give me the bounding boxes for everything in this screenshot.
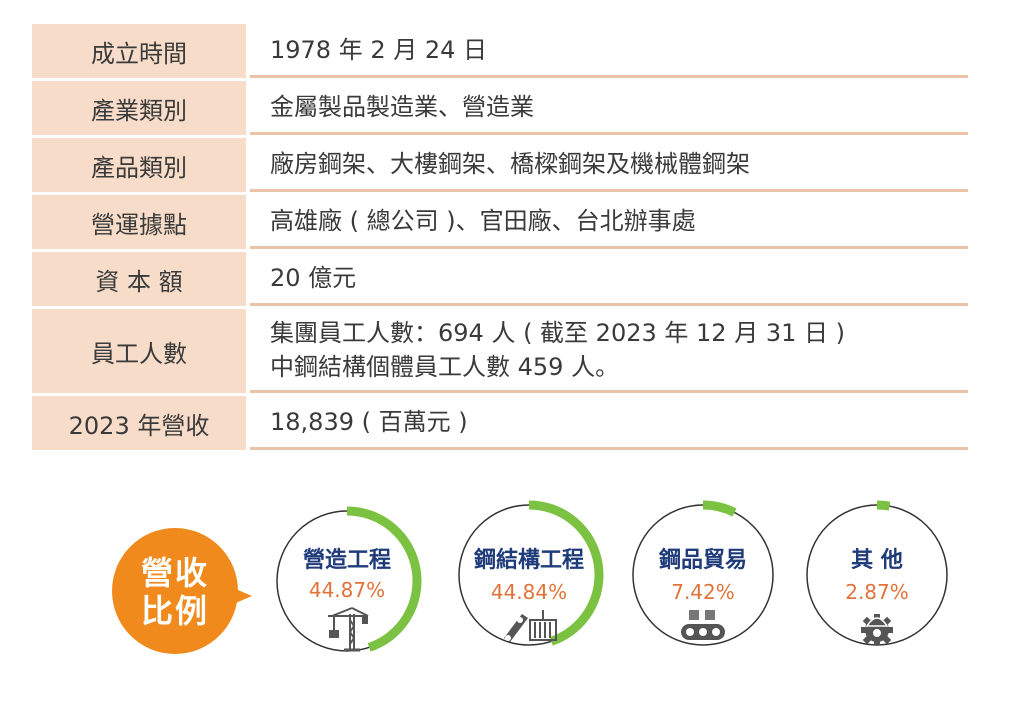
- value-line: 金屬製品製造業、營造業: [270, 92, 534, 121]
- row-label: 員工人數: [32, 309, 246, 393]
- row-label: 資 本 額: [32, 252, 246, 306]
- row-value: 高雄廠 ( 總公司 )、官田廠、台北辦事處: [250, 195, 968, 249]
- segment-percent: 2.87%: [845, 580, 909, 604]
- revenue-ratio-bubble: 營收 比例: [112, 528, 262, 658]
- bubble-circle: [112, 528, 238, 654]
- bubble-label: 營收 比例: [112, 554, 238, 630]
- value-line: 20 億元: [270, 263, 357, 292]
- segment-percent: 7.42%: [671, 580, 735, 604]
- value-line: 18,839 ( 百萬元 ): [270, 407, 468, 436]
- info-row-founded: 成立時間 1978 年 2 月 24 日: [32, 24, 968, 78]
- value-line: 集團員工人數：694 人 ( 截至 2023 年 12 月 31 日 ): [270, 318, 845, 347]
- steel-beam-container-icon: [504, 610, 557, 642]
- row-value: 20 億元: [250, 252, 968, 306]
- value-line: 中鋼結構個體員工人數 459 人。: [270, 352, 620, 381]
- row-label: 產品類別: [32, 138, 246, 192]
- company-info-table: 成立時間 1978 年 2 月 24 日 產業類別 金屬製品製造業、營造業 產品…: [32, 24, 968, 450]
- info-row-industry: 產業類別 金屬製品製造業、營造業: [32, 81, 968, 135]
- bubble-tail: [224, 584, 252, 608]
- row-label: 2023 年營收: [32, 396, 246, 450]
- value-line: 高雄廠 ( 總公司 )、官田廠、台北辦事處: [270, 206, 696, 235]
- row-label: 產業類別: [32, 81, 246, 135]
- ring-chart: [458, 500, 604, 646]
- value-line: 廠房鋼架、大樓鋼架、橋樑鋼架及機械體鋼架: [270, 149, 750, 178]
- conveyor-icon: [681, 610, 725, 640]
- info-row-products: 產品類別 廠房鋼架、大樓鋼架、橋樑鋼架及機械體鋼架: [32, 138, 968, 192]
- ring-share-arc: [346, 506, 422, 652]
- ring-chart: [632, 500, 774, 646]
- gear-helmet-icon: [861, 614, 893, 645]
- row-value: 廠房鋼架、大樓鋼架、橋樑鋼架及機械體鋼架: [250, 138, 968, 192]
- segment-title: 其 他: [851, 548, 903, 573]
- row-label: 成立時間: [32, 24, 246, 78]
- revenue-ratio-section: 營收 比例 營造工程 44.87% 鋼結構工程: [0, 478, 1009, 702]
- ring-share-arc: [702, 500, 737, 517]
- bubble-line: 比例: [140, 592, 209, 630]
- info-row-revenue: 2023 年營收 18,839 ( 百萬元 ): [32, 396, 968, 450]
- crane-icon: [328, 607, 369, 652]
- row-value: 集團員工人數：694 人 ( 截至 2023 年 12 月 31 日 ) 中鋼結…: [250, 309, 968, 393]
- bubble-line: 營收: [140, 554, 209, 592]
- segment-title: 鋼品貿易: [658, 548, 747, 573]
- segment-percent: 44.84%: [490, 580, 568, 604]
- info-row-locations: 營運據點 高雄廠 ( 總公司 )、官田廠、台北辦事處: [32, 195, 968, 249]
- ring-share-arc: [528, 500, 604, 646]
- row-value: 18,839 ( 百萬元 ): [250, 396, 968, 450]
- ring-share-arc: [876, 500, 891, 511]
- row-label: 營運據點: [32, 195, 246, 249]
- segment-title: 營造工程: [302, 548, 391, 573]
- info-row-employees: 員工人數 集團員工人數：694 人 ( 截至 2023 年 12 月 31 日 …: [32, 309, 968, 393]
- segment-percent: 44.87%: [308, 578, 386, 602]
- segment-steel-structure: 鋼結構工程 44.84%: [454, 500, 604, 650]
- segment-construction: 營造工程 44.87%: [272, 506, 422, 656]
- info-row-capital: 資 本 額 20 億元: [32, 252, 968, 306]
- row-value: 1978 年 2 月 24 日: [250, 24, 968, 78]
- value-line: 1978 年 2 月 24 日: [270, 35, 488, 64]
- segment-others: 其 他 2.87%: [802, 500, 952, 650]
- row-value: 金屬製品製造業、營造業: [250, 81, 968, 135]
- segment-steel-trading: 鋼品貿易 7.42%: [628, 500, 778, 650]
- segment-title: 鋼結構工程: [473, 548, 584, 573]
